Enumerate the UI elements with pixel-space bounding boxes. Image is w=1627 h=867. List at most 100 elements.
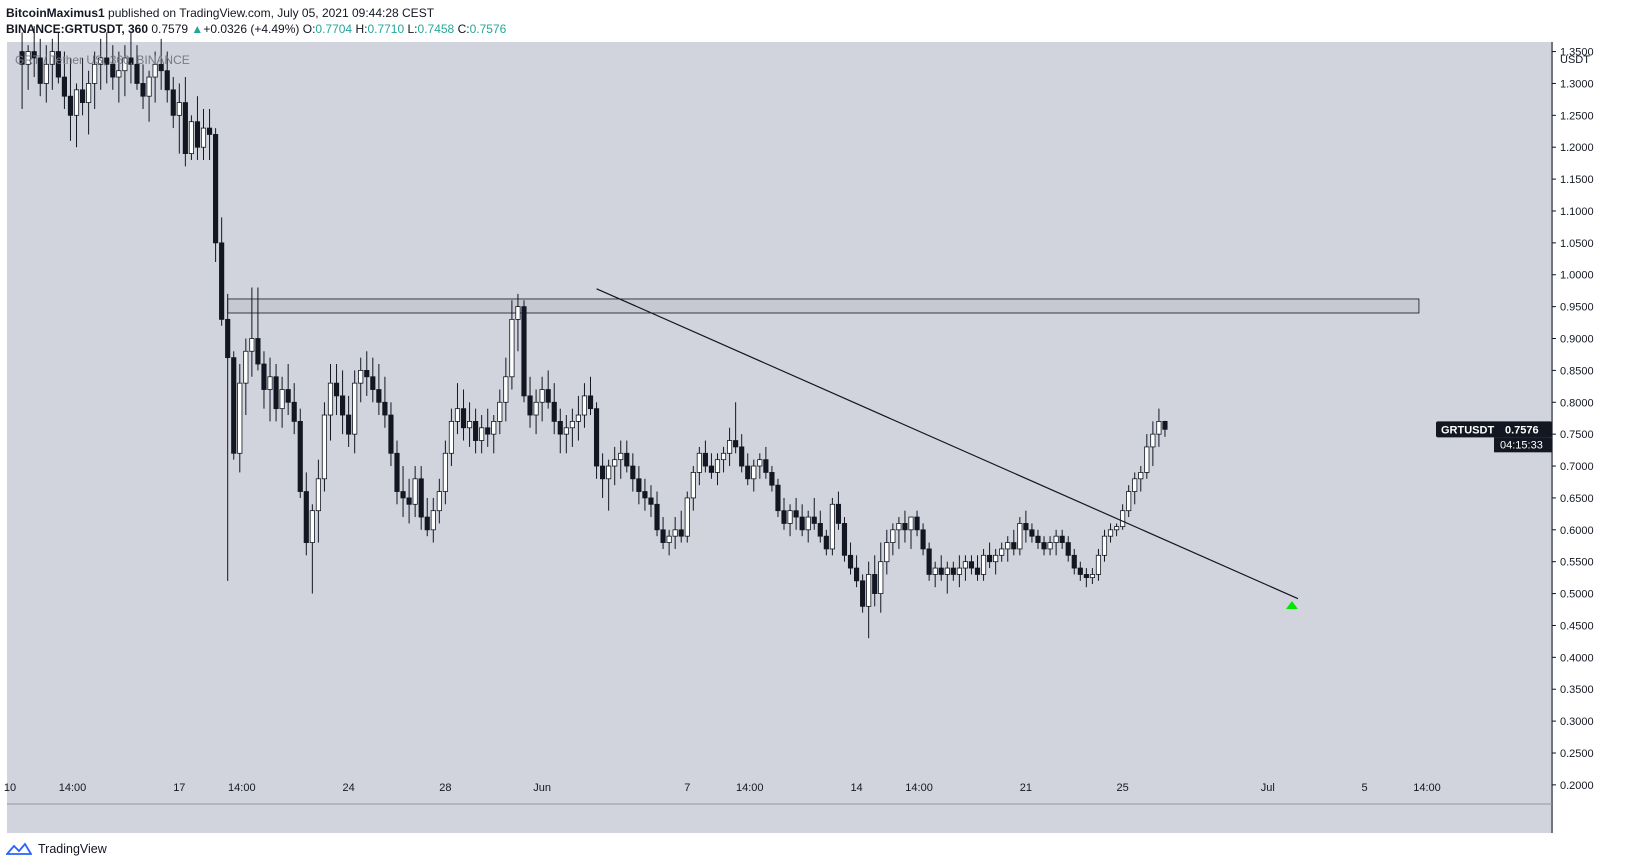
candle-body-bearish bbox=[860, 580, 866, 607]
candle-body-bullish bbox=[1156, 421, 1162, 435]
candle-body-bullish bbox=[896, 523, 902, 531]
candle-body-bearish bbox=[19, 51, 25, 65]
candle-body-bullish bbox=[1114, 526, 1120, 531]
candle bbox=[116, 51, 122, 103]
candle-body-bullish bbox=[1120, 510, 1126, 528]
candle bbox=[781, 497, 787, 530]
candle bbox=[962, 555, 968, 581]
candle bbox=[944, 561, 950, 594]
candle-body-bearish bbox=[346, 414, 352, 435]
open-value: 0.7704 bbox=[315, 22, 353, 36]
candle-body-bullish bbox=[515, 306, 521, 320]
candle bbox=[660, 517, 666, 549]
candle bbox=[55, 32, 61, 84]
candle bbox=[61, 51, 67, 109]
candle-body-bearish bbox=[104, 57, 110, 65]
candle-body-bullish bbox=[1138, 472, 1144, 480]
price-tick-label: 1.2000 bbox=[1560, 142, 1594, 154]
candle-body-bearish bbox=[974, 567, 981, 575]
candle-body-bullish bbox=[1101, 535, 1108, 556]
time-axis[interactable]: 10 14:00 17 14:00 24 28 Jun 7 14:00 14 14:00 21 25 Ju… bbox=[4, 782, 1441, 794]
candle bbox=[430, 497, 436, 543]
candle-body-bearish bbox=[769, 472, 775, 486]
candle-body-bearish bbox=[382, 401, 388, 416]
candle-body-bearish bbox=[303, 491, 309, 543]
candle bbox=[999, 542, 1005, 562]
candle-body-bearish bbox=[1029, 529, 1035, 537]
candle-body-bullish bbox=[672, 529, 678, 537]
candle bbox=[745, 453, 751, 486]
candle bbox=[352, 370, 358, 454]
candle-body-bearish bbox=[841, 523, 848, 556]
candle-body-bearish bbox=[1071, 554, 1077, 569]
candle-body-bearish bbox=[938, 567, 944, 575]
candle-body-bearish bbox=[600, 465, 606, 480]
candle-body-bearish bbox=[739, 446, 745, 467]
candle bbox=[424, 497, 430, 537]
candle-body-bullish bbox=[884, 542, 890, 563]
symbol-label-bg bbox=[1436, 421, 1552, 438]
candle bbox=[364, 351, 370, 396]
candle-body-bullish bbox=[176, 102, 182, 116]
symbol-label-text: GRTUSDT bbox=[1441, 424, 1494, 436]
candle bbox=[1089, 568, 1095, 585]
candle-body-bearish bbox=[460, 408, 467, 429]
candle bbox=[436, 478, 442, 524]
candle-body-bullish bbox=[25, 51, 31, 65]
candle-body-bearish bbox=[61, 76, 67, 97]
candle-body-bearish bbox=[708, 465, 715, 473]
candle-body-bearish bbox=[926, 548, 932, 575]
candle bbox=[509, 300, 515, 390]
candle-body-bullish bbox=[412, 478, 418, 505]
candle-body-bearish bbox=[140, 83, 146, 97]
candle bbox=[122, 45, 128, 97]
time-tick-label: 10 bbox=[4, 782, 16, 794]
low-label: L: bbox=[407, 22, 418, 36]
candle bbox=[980, 548, 987, 581]
descending-trendline[interactable] bbox=[596, 288, 1299, 600]
candle bbox=[261, 351, 267, 409]
candle-body-bearish bbox=[128, 57, 134, 65]
candle-body-bullish bbox=[358, 369, 364, 384]
candle-body-bullish bbox=[980, 554, 987, 575]
candle-body-bullish bbox=[315, 478, 321, 512]
candle bbox=[243, 338, 249, 416]
candle bbox=[497, 389, 503, 435]
price-change: +0.0326 (+4.49%) bbox=[203, 22, 300, 36]
candle-body-bullish bbox=[188, 121, 194, 154]
candle-body-bullish bbox=[122, 57, 128, 72]
candle bbox=[527, 376, 533, 428]
candle bbox=[219, 217, 225, 326]
candle-body-bearish bbox=[285, 389, 291, 403]
candle bbox=[503, 357, 509, 422]
time-tick-label: 25 bbox=[1117, 782, 1129, 794]
time-tick-label: 14 bbox=[850, 782, 862, 794]
candle-body-bearish bbox=[170, 89, 176, 116]
price-tick-label: 0.8500 bbox=[1560, 365, 1594, 377]
candle bbox=[1120, 504, 1126, 530]
tradingview-footer[interactable]: TradingView bbox=[6, 838, 107, 860]
candle bbox=[914, 510, 920, 537]
candle bbox=[763, 446, 769, 479]
candle bbox=[479, 415, 485, 454]
price-axis[interactable]: 1.3500 1.3000 1.2500 1.2000 1.1500 1.1000 1.05… bbox=[1552, 47, 1594, 792]
candle bbox=[188, 115, 194, 160]
candle bbox=[672, 517, 678, 549]
resistance-zone[interactable] bbox=[227, 298, 1420, 314]
plot-area[interactable] bbox=[7, 42, 1553, 833]
candle bbox=[1138, 466, 1144, 492]
candle bbox=[853, 555, 860, 588]
candle-body-bearish bbox=[987, 554, 993, 563]
candle bbox=[950, 561, 956, 581]
candle bbox=[775, 478, 781, 518]
price-tick-label: 0.8000 bbox=[1560, 397, 1594, 409]
candle bbox=[37, 38, 43, 97]
candle-body-bullish bbox=[993, 554, 999, 563]
candle-body-bearish bbox=[255, 338, 261, 365]
candle bbox=[146, 70, 152, 122]
candle-body-bearish bbox=[847, 554, 854, 569]
ohlc-legend: BINANCE:GRTUSDT, 360 0.7579 ▲+0.0326 (+4… bbox=[6, 22, 506, 36]
candle-body-bullish bbox=[479, 427, 485, 441]
candle-body-bearish bbox=[660, 529, 666, 543]
